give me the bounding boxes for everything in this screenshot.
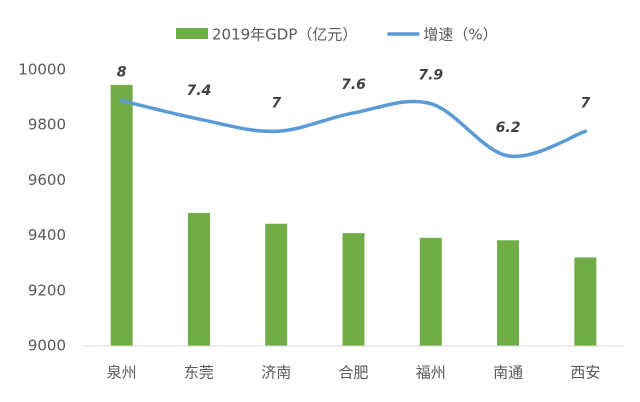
legend-label: 增速（%） [423,26,497,44]
data-label: 6.2 [496,120,521,136]
data-label: 8 [117,65,127,81]
y-tick-label: 9400 [28,226,66,244]
y-tick-label: 9600 [28,171,66,189]
x-tick-label: 福州 [416,364,446,382]
x-tick-label: 南通 [493,364,523,382]
bar [110,84,133,347]
y-tick-label: 9200 [28,281,66,299]
bar [187,212,210,346]
bar [419,237,442,346]
y-tick-label: 9800 [28,116,66,134]
bar [497,240,520,346]
x-tick-label: 济南 [261,364,291,382]
bar [574,257,597,346]
data-label: 7.9 [418,68,443,84]
data-label: 7.4 [187,83,212,99]
bar [265,223,288,346]
legend-label: 2019年GDP（亿元） [212,26,357,44]
y-tick-label: 9000 [28,337,66,355]
x-tick-label: 西安 [570,364,600,382]
y-tick-label: 10000 [18,61,66,79]
data-label: 7 [580,95,590,111]
data-label: 7.6 [341,77,366,93]
x-tick-label: 泉州 [107,364,137,382]
line [119,98,588,159]
x-tick-label: 合肥 [338,364,368,382]
x-tick-label: 东莞 [184,364,214,382]
data-label: 7 [271,95,281,111]
legend-swatch [176,28,208,39]
bar [342,233,365,346]
